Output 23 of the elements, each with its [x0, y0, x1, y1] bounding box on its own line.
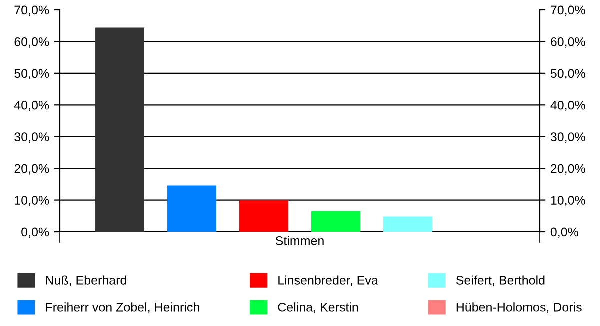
text: 40,0%	[550, 100, 586, 112]
y-tick-label: 10,0%	[15, 196, 50, 206]
y-tick-label: 50,0%	[14, 69, 50, 80]
y-tick-label: 70,0%	[14, 6, 50, 16]
text: 0,0%	[550, 228, 578, 238]
text: 10,0%	[551, 196, 586, 206]
legend-label: Hüben-Holomos, Doris	[456, 302, 582, 314]
x-tick-label: Stimmen	[276, 236, 324, 246]
y-tick-label: 0,0%	[22, 228, 50, 238]
y-tick-label: 20,0%	[14, 164, 50, 175]
legend-label: Freiherr von Zobel, Heinrich	[46, 302, 200, 314]
y-tick-label: 40,0%	[14, 100, 50, 112]
text: 30,0%	[550, 132, 586, 143]
legend-label: Nuß, Eberhard	[46, 276, 126, 286]
text: 20,0%	[551, 164, 586, 175]
text: 60,0%	[551, 38, 586, 48]
legend-label: Seifert, Berthold	[456, 276, 545, 286]
text: 50,0%	[550, 69, 586, 80]
y-tick-label: 30,0%	[14, 132, 50, 143]
y-tick-label: 60,0%	[14, 38, 50, 48]
legend-label: Celina, Kerstin	[278, 302, 358, 314]
text: 70,0%	[551, 6, 586, 16]
legend-label: Linsenbreder, Eva	[278, 276, 378, 286]
